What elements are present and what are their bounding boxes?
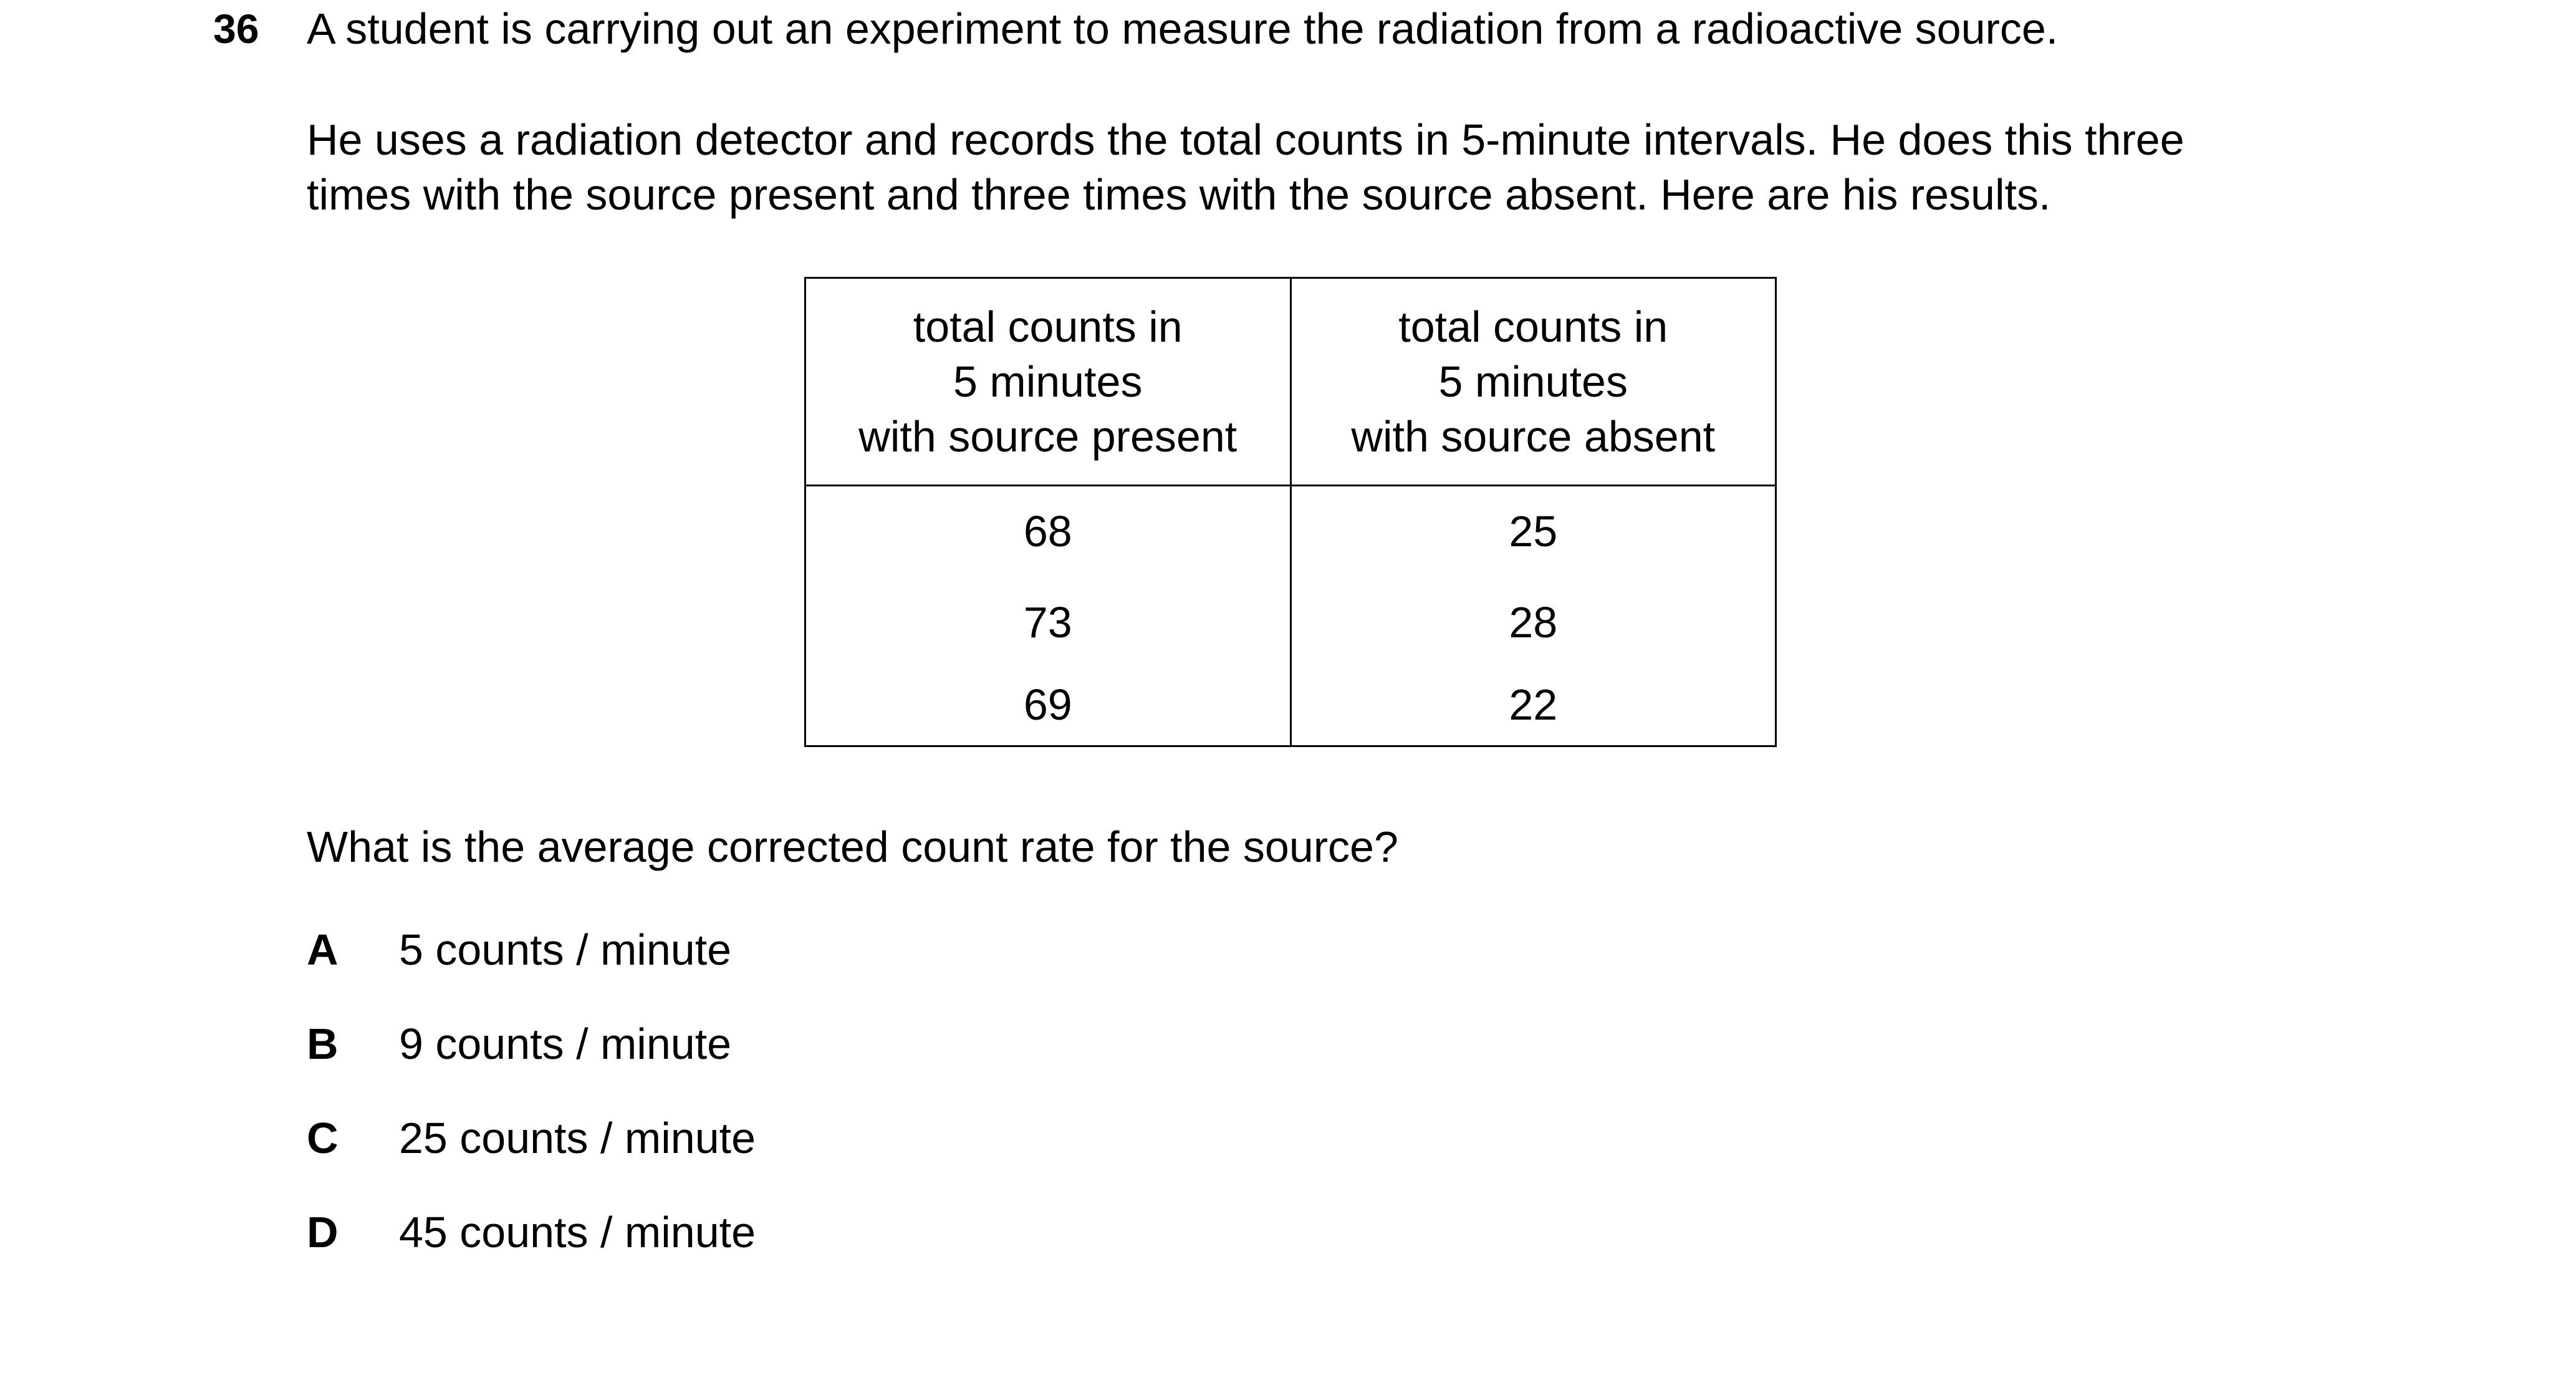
question-prompt: What is the average corrected count rate…: [307, 823, 1398, 871]
paragraph-line: He uses a radiation detector and records…: [307, 115, 2184, 164]
question-number: 36: [213, 6, 259, 52]
option-text: 25 counts / minute: [399, 1114, 756, 1162]
cell-absent: 28: [1289, 576, 1777, 668]
results-table: total counts in 5 minutes with source pr…: [804, 277, 1777, 747]
cell-absent: 25: [1289, 485, 1777, 577]
option-letter: C: [307, 1114, 339, 1162]
paragraph-line: times with the source present and three …: [307, 170, 2051, 219]
header-line: 5 minutes: [953, 357, 1143, 406]
cell-present: 68: [804, 485, 1292, 577]
option-text: 45 counts / minute: [399, 1208, 756, 1257]
option-letter: A: [307, 925, 339, 974]
option-letter: D: [307, 1208, 339, 1257]
header-line: total counts in: [913, 302, 1183, 351]
table-header-row: total counts in 5 minutes with source pr…: [804, 277, 1777, 486]
option-letter: B: [307, 1020, 339, 1068]
header-line: total counts in: [1398, 302, 1668, 351]
table-row: 68 25: [804, 485, 1777, 577]
question-stem: A student is carrying out an experiment …: [307, 4, 2059, 53]
header-source-present: total counts in 5 minutes with source pr…: [804, 277, 1292, 486]
table-row: 73 28: [804, 576, 1777, 668]
header-source-absent: total counts in 5 minutes with source ab…: [1289, 277, 1777, 486]
cell-present: 69: [804, 667, 1292, 747]
cell-absent: 22: [1289, 667, 1777, 747]
option-text: 5 counts / minute: [399, 925, 732, 974]
header-line: with source absent: [1351, 412, 1716, 461]
header-line: 5 minutes: [1438, 357, 1628, 406]
option-text: 9 counts / minute: [399, 1020, 732, 1068]
table-row: 69 22: [804, 667, 1777, 747]
header-line: with source present: [858, 412, 1238, 461]
cell-present: 73: [804, 576, 1292, 668]
question-paragraph: He uses a radiation detector and records…: [307, 112, 2464, 222]
